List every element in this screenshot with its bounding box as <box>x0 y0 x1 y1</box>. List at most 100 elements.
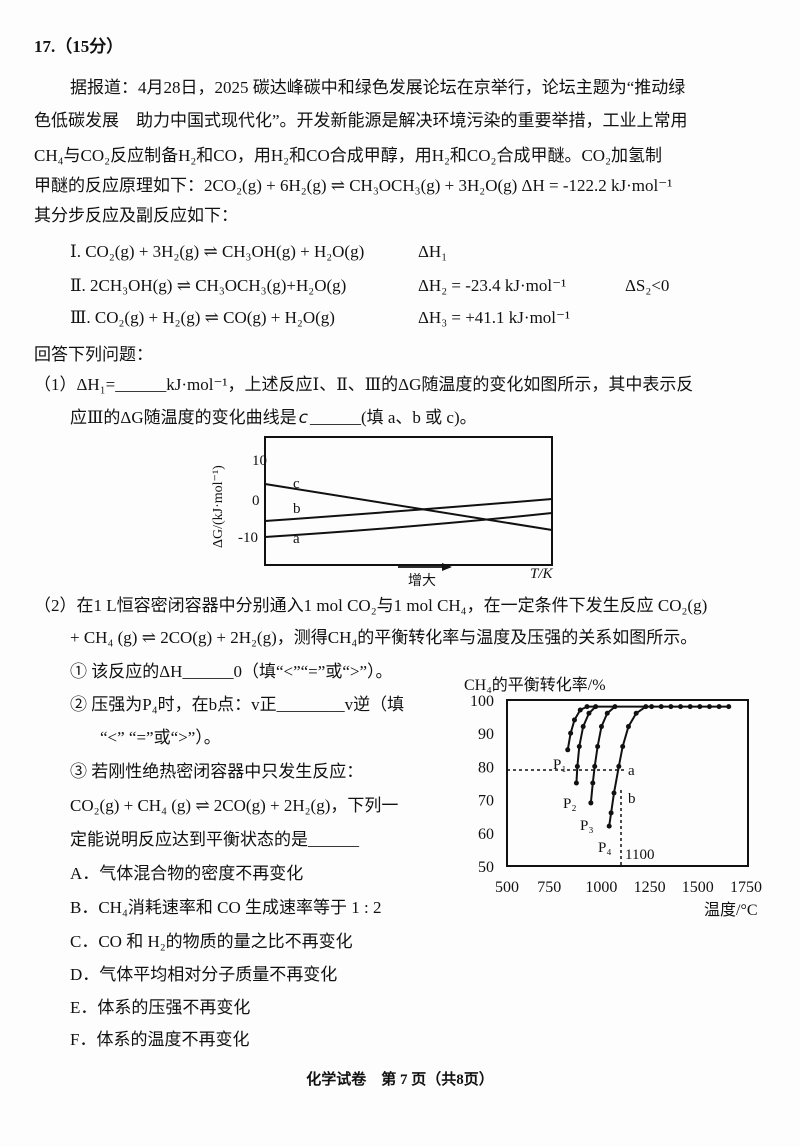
data-point <box>726 704 732 710</box>
y-axis-label: ΔG/(kJ·mol⁻¹) <box>211 465 226 548</box>
answer-prompt: 回答下列问题： <box>34 345 153 364</box>
data-point <box>588 800 594 806</box>
data-point <box>633 710 639 716</box>
data-point <box>625 724 631 730</box>
data-point <box>571 717 577 723</box>
part2-line1: （2）在1 L恒容密闭容器中分别通入1 mol CO₂与1 mol CH₄，在一… <box>34 596 708 615</box>
part1-text: 应Ⅲ的ΔG随温度的变化曲线是 <box>70 408 297 427</box>
curve-p3 <box>589 705 616 804</box>
intro-line: 色低碳发展 助力中国式现代化”。开发新能源是解决环境污染的重要举措，工业上常用 <box>34 111 688 130</box>
data-point <box>606 823 612 829</box>
option-f: F．体系的温度不再变化 <box>70 1030 250 1049</box>
data-point <box>577 707 583 713</box>
x-axis-label: T/K <box>530 566 554 582</box>
curve-c <box>264 483 553 531</box>
intro-line: 其分步反应及副反应如下： <box>34 206 238 225</box>
data-point <box>595 743 601 749</box>
option-e: E．体系的压强不再变化 <box>70 998 251 1017</box>
data-point <box>586 710 592 716</box>
xtick: 750 <box>537 879 561 896</box>
chart-title: CH₄的平衡转化率/% <box>464 676 606 694</box>
intro-line: 甲醚的反应原理如下：2CO₂(g) + 6H₂(g) ⇌ CH₃OCH₃(g) … <box>34 176 673 195</box>
arrow-head-icon <box>442 563 452 571</box>
data-point <box>620 743 626 749</box>
data-point <box>697 704 703 710</box>
data-point <box>574 763 580 769</box>
x-axis-label: 温度/°C <box>704 901 758 919</box>
data-point <box>580 724 586 730</box>
xtick: 1500 <box>682 879 714 896</box>
ytick: 0 <box>252 493 260 509</box>
data-point <box>611 790 617 796</box>
data-point <box>598 724 604 730</box>
option-d: D．气体平均相对分子质量不再变化 <box>70 965 338 984</box>
plot-frame <box>264 436 553 566</box>
data-point <box>649 704 655 710</box>
data-point <box>678 704 684 710</box>
question-number: 17.（15分） <box>34 37 124 56</box>
arrow-label: 增大 <box>408 573 436 589</box>
data-point <box>604 710 610 716</box>
handwritten-answer: c <box>298 408 308 428</box>
curve-label-a: a <box>293 531 300 547</box>
answer-blank[interactable]: ______(填 a、b 或 c)。 <box>309 408 477 427</box>
reaction-2: Ⅱ. 2CH₃OH(g) ⇌ CH₃OCH₃(g)+H₂O(g) <box>70 276 347 295</box>
data-point <box>568 730 574 736</box>
ytick: 70 <box>478 793 494 810</box>
data-point <box>716 704 722 710</box>
point-label-b: b <box>628 791 636 807</box>
curve-b <box>264 498 553 522</box>
ytick: 100 <box>470 693 494 710</box>
intro-line: CH₄与CO₂反应制备H₂和CO，用H₂和CO合成甲醇，用H₂和CO₂合成甲醚。… <box>34 146 663 165</box>
part2-line2: + CH₄ (g) ⇌ 2CO(g) + 2H₂(g)，测得CH₄的平衡转化率与… <box>70 628 698 647</box>
ytick: 90 <box>478 726 494 743</box>
reaction-3-dh: ΔH₃ = +41.1 kJ·mol⁻¹ <box>418 308 571 327</box>
curve-label-c: c <box>293 476 300 492</box>
data-point <box>668 704 674 710</box>
xtick: 1750 <box>730 879 762 896</box>
series-label-p2: P₂ <box>563 796 577 812</box>
series-label-p4: P₄ <box>598 840 612 856</box>
part2-q2: ② 压强为P₄时，在b点：v正________v逆（填 <box>70 695 405 714</box>
ytick: 80 <box>478 759 494 776</box>
part1-line2: 应Ⅲ的ΔG随温度的变化曲线是 c ______(填 a、b 或 c)。 <box>70 408 477 428</box>
xtick: 1000 <box>585 879 617 896</box>
part2-q3: CO₂(g) + CH₄ (g) ⇌ 2CO(g) + 2H₂(g)，下列一 <box>70 796 399 815</box>
reaction-1: Ⅰ. CO₂(g) + 3H₂(g) ⇌ CH₃OH(g) + H₂O(g) <box>70 242 365 261</box>
part2-q3: ③ 若刚性绝热密闭容器中只发生反应： <box>70 762 364 781</box>
series-label-p1: P₁ <box>553 757 567 773</box>
curve-label-b: b <box>293 501 301 517</box>
ytick: 60 <box>478 826 494 843</box>
point-label-a: a <box>628 763 635 779</box>
data-point <box>687 704 693 710</box>
annotation-1100: 1100 <box>625 847 654 863</box>
data-point <box>590 780 596 786</box>
curve-a <box>264 512 553 538</box>
data-point <box>616 763 622 769</box>
page-footer: 化学试卷 第 7 页（共8页） <box>306 1072 494 1088</box>
part2-q3: 定能说明反应达到平衡状态的是______ <box>70 830 359 849</box>
curve-p4 <box>608 705 647 827</box>
data-point <box>576 743 582 749</box>
reaction-2-ds: ΔS₂<0 <box>625 276 670 295</box>
data-point <box>592 763 598 769</box>
data-point <box>565 747 571 753</box>
ytick: 10 <box>252 453 267 469</box>
data-point <box>608 810 614 816</box>
ytick: 50 <box>478 859 494 876</box>
data-point <box>706 704 712 710</box>
option-a: A．气体混合物的密度不再变化 <box>70 864 304 883</box>
data-point <box>573 780 579 786</box>
xtick: 500 <box>495 879 519 896</box>
part2-q1: ① 该反应的ΔH______0（填“<”“=”或“>”）。 <box>70 662 393 681</box>
plot-frame <box>506 699 749 867</box>
figure-1-dg-vs-t: 10 0 -10 ΔG/(kJ·mol⁻¹) c b a 增大 T/K <box>211 436 554 589</box>
xtick: 1250 <box>634 879 666 896</box>
data-point <box>658 704 664 710</box>
series-label-p3: P₃ <box>580 818 594 834</box>
reaction-2-dh: ΔH₂ = -23.4 kJ·mol⁻¹ <box>418 276 567 295</box>
reaction-3: Ⅲ. CO₂(g) + H₂(g) ⇌ CO(g) + H₂O(g) <box>70 308 335 327</box>
intro-line: 据报道：4月28日，2025 碳达峰碳中和绿色发展论坛在京举行，论坛主题为“推动… <box>70 78 686 97</box>
